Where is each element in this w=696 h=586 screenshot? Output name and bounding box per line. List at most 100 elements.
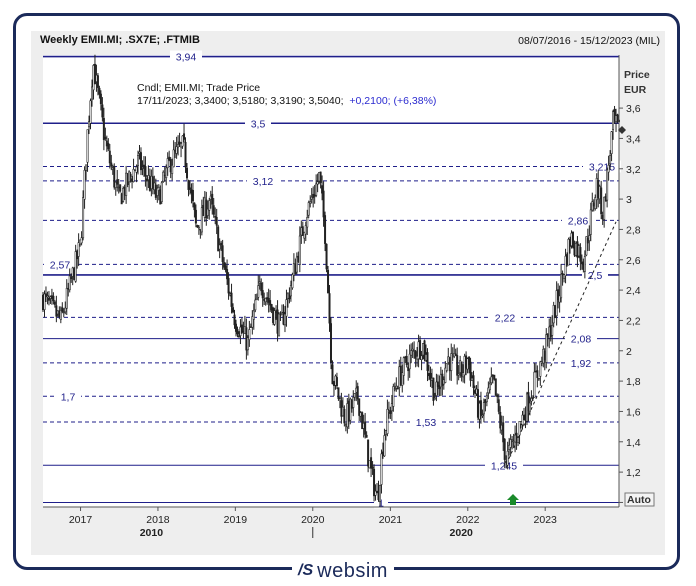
auto-scale-label: Auto [627,494,651,506]
level-label-7: 2,22 [495,312,516,324]
candle [588,225,591,251]
candle [324,211,327,252]
candle [481,409,484,419]
candle [132,158,135,183]
candle [436,374,439,396]
candle [43,290,46,318]
candle [497,393,500,415]
candle [488,377,491,394]
candle [521,410,524,430]
auto-scale-button[interactable]: Auto [624,492,655,507]
candle [187,179,190,197]
candle [493,374,496,381]
candle [86,129,89,172]
candle [212,198,215,218]
candle [83,166,86,209]
level-label-6: 2,5 [588,270,603,282]
candle [52,292,55,305]
legend-change: +0,2100; (+6,38%) [349,95,436,107]
y-tick-label-2: 1,4 [626,437,641,449]
candle [460,361,463,382]
candle [128,170,131,192]
horizontal-levels: 3,94 3,5 3,215 3,12 2,86 2,57 2,5 2,22 2,08 1,92 1… [43,50,621,509]
candle [589,202,592,242]
candle [166,152,169,176]
candle [77,233,80,267]
candle [269,290,272,313]
level-label-13: 1 [378,497,384,509]
candle [233,309,236,329]
trendline [505,221,617,465]
candle [191,182,194,208]
candle [196,224,199,228]
candle [93,54,96,85]
candle [236,326,239,338]
candle [494,378,497,397]
candle [68,268,71,293]
candle [402,356,405,385]
candle [511,436,514,450]
x-tick-label-6: 2023 [534,514,558,526]
candle [211,186,214,215]
candle [349,397,352,425]
candle [137,150,140,175]
candle [82,190,85,241]
candle [232,303,235,314]
level-label-12: 1,245 [491,460,517,472]
candle [221,239,224,270]
level-label-2: 3,215 [589,161,615,173]
candle [536,365,539,388]
candle [426,348,429,382]
candle [479,391,482,424]
candle [600,180,603,220]
candle [319,171,322,189]
candle [530,390,533,406]
candle [528,396,531,416]
level-label-bg-0 [170,50,202,63]
level-label-bg-12 [485,459,523,472]
candle [306,209,309,235]
candle [70,273,73,283]
candle [254,293,257,313]
candle [564,248,567,284]
candle [289,280,292,302]
candle [113,163,116,190]
trendline-layer [505,221,617,465]
candle [44,286,47,302]
candles-layer [41,54,620,507]
candle [310,188,313,204]
candle [613,105,616,124]
candle [193,202,196,218]
y-tick-label-5: 2 [626,346,632,358]
level-label-bg-8 [565,332,597,345]
candle [423,339,426,362]
candle [531,395,534,401]
x-axis: 2017 2018 2019 2020 2021 2022 2023 2010 2020 [43,506,619,539]
candle [85,164,88,181]
level-label-5: 2,57 [50,259,71,271]
candle [279,311,282,321]
candle [298,226,301,273]
candle [188,180,191,195]
candle [316,173,319,193]
candle [579,243,582,271]
up-arrow-icon [507,494,519,505]
level-label-bg-5 [44,258,76,271]
level-label-bg-1 [245,117,271,130]
candle [61,302,64,314]
price-axis-label: Price [624,69,650,81]
candle [270,303,273,314]
level-label-8: 2,08 [571,334,592,346]
candle [411,342,414,359]
level-label-bg-13 [374,496,388,509]
candle [410,343,413,364]
candle [215,208,218,235]
candle [88,115,91,135]
candle [156,184,159,203]
candle [285,289,288,327]
candle [563,273,566,283]
candle [252,303,255,330]
candle [386,399,389,437]
candle [47,291,50,306]
